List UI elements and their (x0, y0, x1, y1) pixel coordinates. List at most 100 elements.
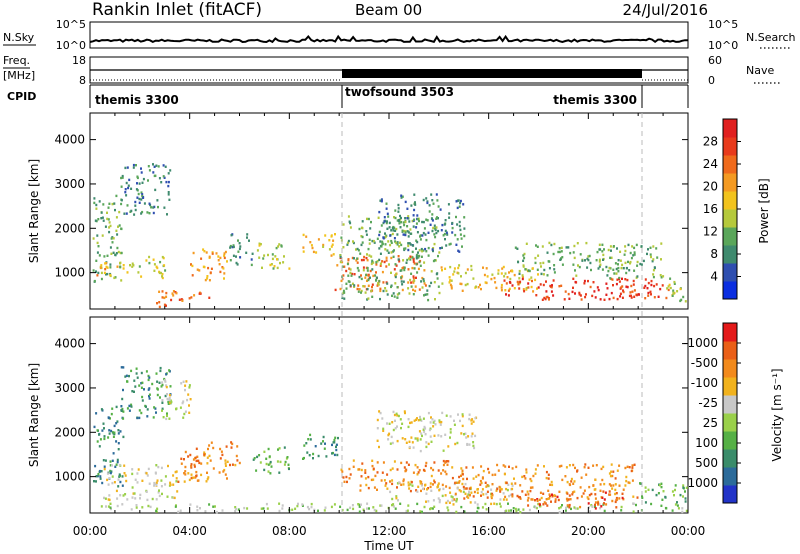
data-cell (199, 507, 201, 510)
data-cell (455, 500, 458, 503)
data-cell (526, 499, 529, 502)
data-cell (394, 209, 397, 212)
data-cell (170, 298, 173, 302)
data-cell (432, 421, 435, 424)
data-cell (370, 289, 373, 293)
data-cell (206, 471, 208, 474)
velocity-ylabel: Slant Range [km] (27, 363, 41, 467)
data-cell (403, 410, 406, 413)
data-cell (385, 221, 388, 225)
data-cell (137, 468, 140, 471)
data-cell (619, 292, 622, 295)
data-cell (184, 410, 187, 413)
data-cell (366, 507, 368, 510)
data-cell (457, 413, 459, 416)
data-cell (554, 500, 557, 503)
data-cell (506, 488, 509, 492)
data-cell (463, 216, 466, 219)
data-cell (386, 220, 388, 223)
data-cell (404, 231, 407, 234)
data-cell (192, 458, 195, 461)
data-cell (223, 277, 225, 280)
data-cell (113, 202, 116, 205)
data-cell (627, 243, 630, 247)
data-cell (591, 294, 594, 298)
data-cell (571, 290, 574, 294)
data-cell (382, 429, 385, 432)
data-cell (416, 439, 419, 442)
data-cell (504, 510, 507, 513)
data-cell (237, 508, 240, 511)
data-cell (209, 459, 212, 462)
data-cell (586, 496, 589, 499)
data-cell (155, 509, 158, 512)
data-cell (297, 502, 299, 506)
data-cell (414, 201, 416, 204)
data-cell (148, 376, 151, 379)
data-cell (384, 248, 387, 251)
data-cell (525, 471, 528, 474)
data-cell (531, 498, 534, 501)
data-cell (370, 220, 372, 224)
data-cell (529, 489, 532, 493)
data-cell (364, 469, 367, 472)
data-cell (394, 240, 397, 243)
data-cell (499, 498, 502, 501)
data-cell (152, 258, 155, 261)
data-cell (380, 224, 383, 227)
data-cell (302, 457, 304, 460)
data-cell (501, 267, 504, 270)
data-cell (534, 472, 537, 475)
data-cell (148, 393, 151, 396)
data-cell (138, 409, 141, 412)
data-cell (420, 247, 423, 251)
data-cell (356, 247, 359, 251)
data-cell (140, 191, 143, 194)
data-cell (521, 274, 524, 277)
data-cell (349, 268, 352, 271)
data-cell (375, 279, 377, 282)
data-cell (109, 464, 112, 467)
data-cell (473, 490, 476, 494)
data-cell (468, 413, 471, 416)
freq-trace-dense (342, 69, 642, 78)
data-cell (106, 266, 109, 269)
data-cell (627, 481, 630, 484)
data-cell (394, 263, 397, 266)
data-cell (421, 286, 424, 289)
data-cell (358, 275, 361, 279)
data-cell (505, 498, 508, 501)
data-cell (184, 470, 187, 473)
data-cell (156, 393, 159, 397)
data-cell (611, 278, 614, 281)
data-cell (120, 199, 123, 202)
data-cell (196, 479, 199, 482)
data-cell (433, 461, 436, 464)
data-cell (148, 255, 151, 259)
data-cell (269, 263, 272, 267)
data-cell (449, 431, 452, 434)
data-cell (649, 253, 652, 256)
data-cell (198, 269, 201, 272)
data-cell (396, 296, 399, 299)
data-cell (416, 437, 419, 440)
data-cell (151, 382, 154, 386)
data-cell (276, 258, 278, 261)
data-cell (446, 233, 449, 236)
data-cell (238, 247, 241, 251)
data-cell (412, 260, 415, 263)
data-cell (168, 394, 171, 397)
data-cell (379, 252, 382, 255)
data-cell (161, 255, 164, 259)
data-cell (283, 463, 286, 466)
data-cell (569, 498, 572, 501)
data-cell (287, 463, 290, 466)
data-cell (511, 484, 514, 487)
data-cell (451, 221, 454, 225)
data-cell (120, 405, 123, 408)
data-cell (230, 441, 233, 444)
data-cell (621, 496, 624, 500)
data-cell (495, 502, 498, 506)
data-cell (256, 249, 259, 252)
data-cell (403, 223, 406, 227)
